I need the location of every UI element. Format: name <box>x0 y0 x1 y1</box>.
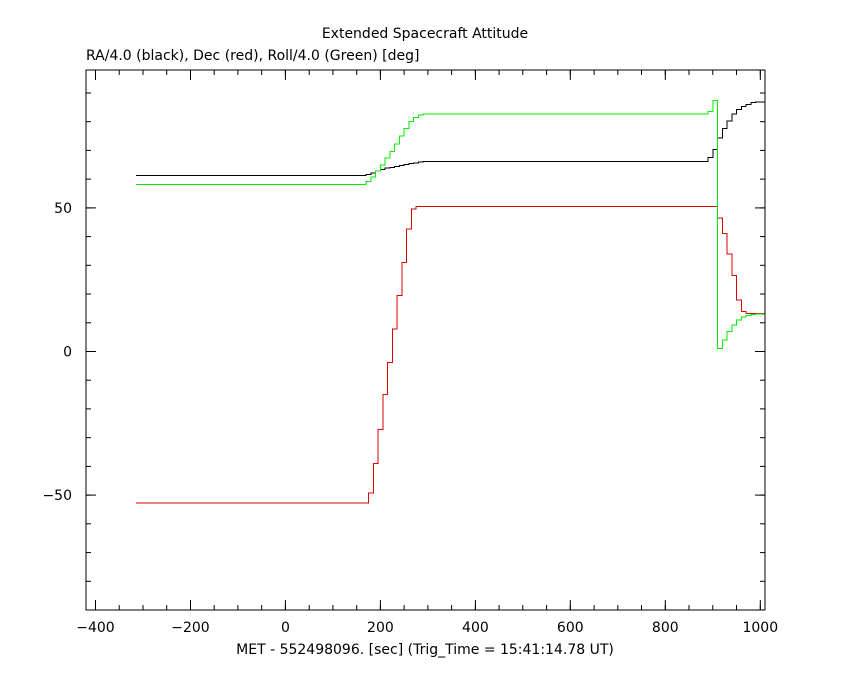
x-tick-label: 400 <box>462 620 489 636</box>
chart-subtitle: RA/4.0 (black), Dec (red), Roll/4.0 (Gre… <box>86 48 419 64</box>
x-tick-label: 200 <box>367 620 394 636</box>
y-tick-label: 50 <box>54 201 72 217</box>
series-green <box>135 100 765 350</box>
x-tick-label: 1000 <box>742 620 778 636</box>
x-tick-label: 600 <box>557 620 584 636</box>
chart-title: Extended Spacecraft Attitude <box>322 26 528 42</box>
x-axis-label: MET - 552498096. [sec] (Trig_Time = 15:4… <box>236 642 614 658</box>
y-tick-label: 0 <box>63 345 72 361</box>
x-tick-label: 0 <box>281 620 290 636</box>
x-tick-label: −400 <box>76 620 114 636</box>
y-tick-label: −50 <box>42 488 72 504</box>
plot-frame <box>85 69 766 611</box>
x-tick-label: 800 <box>652 620 679 636</box>
series-red <box>135 205 765 504</box>
tick-labels: −400 −200 0 200 400 600 800 1000 −50 0 50 <box>42 201 778 636</box>
x-tick-label: −200 <box>171 620 209 636</box>
axis-ticks <box>86 70 765 611</box>
series-black <box>135 101 765 177</box>
series-layer <box>135 100 765 504</box>
